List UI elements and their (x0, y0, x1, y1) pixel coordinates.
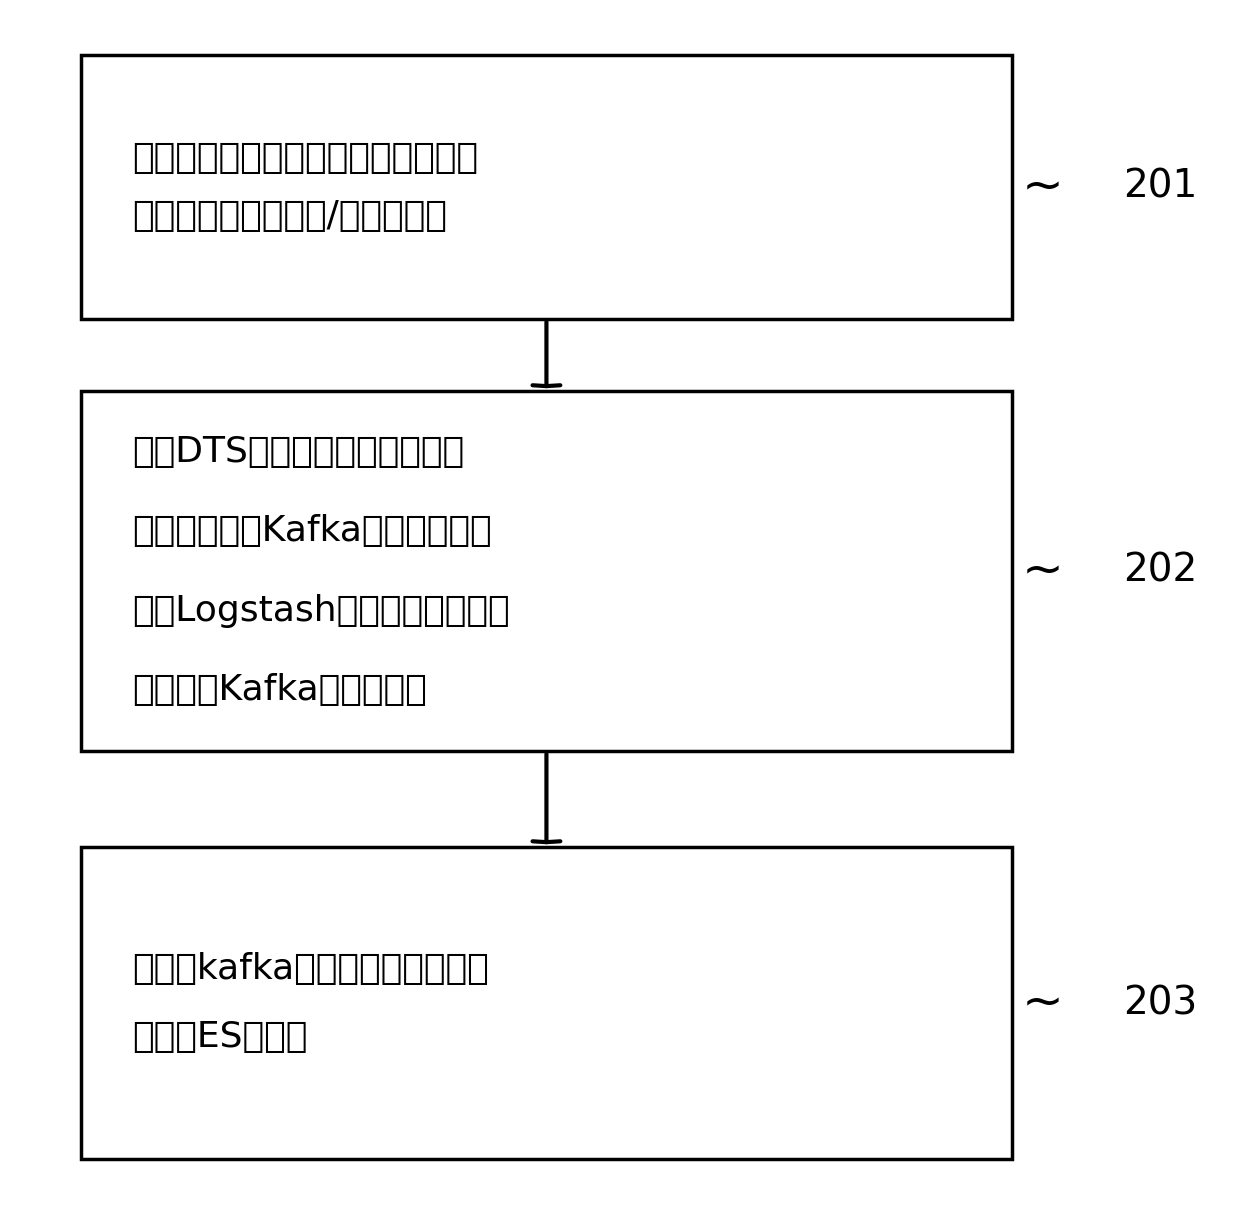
Text: 件同步到Kafka中进行存储: 件同步到Kafka中进行存储 (131, 673, 427, 707)
Text: ~: ~ (1022, 548, 1064, 595)
Text: 通过Logstash工具将所述日志文: 通过Logstash工具将所述日志文 (131, 594, 510, 628)
Text: 201: 201 (1122, 168, 1197, 206)
Text: 将所述kafka中存储的待同步数据: 将所述kafka中存储的待同步数据 (131, 952, 489, 986)
Text: 202: 202 (1122, 552, 1197, 590)
Text: 同步至ES数据库: 同步至ES数据库 (131, 1020, 308, 1055)
Text: 务数据同步到Kafka中进行存储；: 务数据同步到Kafka中进行存储； (131, 515, 491, 549)
FancyBboxPatch shape (81, 55, 1012, 319)
FancyBboxPatch shape (81, 391, 1012, 751)
Text: 通过DTS数据传输服务将所述业: 通过DTS数据传输服务将所述业 (131, 435, 464, 469)
Text: ~: ~ (1022, 978, 1064, 1027)
Text: 数据包括业务数据和/或日志文件: 数据包括业务数据和/或日志文件 (131, 199, 446, 233)
FancyBboxPatch shape (81, 847, 1012, 1159)
Text: ~: ~ (1022, 163, 1064, 211)
Text: 203: 203 (1122, 985, 1197, 1022)
Text: 获取待同步数据，其中，所述待同步: 获取待同步数据，其中，所述待同步 (131, 141, 477, 175)
